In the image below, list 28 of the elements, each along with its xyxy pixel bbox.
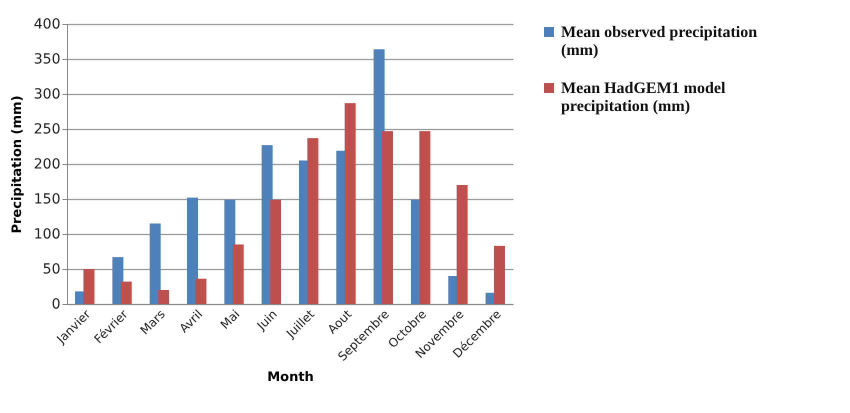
x-axis-title: Month xyxy=(267,370,314,385)
bar xyxy=(158,290,170,304)
bar xyxy=(232,244,244,304)
bar xyxy=(494,246,505,304)
legend-label: Mean HadGEM1 model precipitation (mm) xyxy=(561,80,726,115)
bar xyxy=(195,278,206,304)
bar xyxy=(150,224,161,304)
bar xyxy=(419,131,430,304)
bar xyxy=(307,138,318,304)
y-tick-label: 100 xyxy=(34,226,60,242)
y-tick-label: 350 xyxy=(34,52,60,68)
bar xyxy=(382,131,394,304)
y-tick-label: 200 xyxy=(34,156,60,172)
y-tick-label: 50 xyxy=(42,262,60,278)
y-axis-title: Precipitation (mm) xyxy=(10,95,25,234)
y-tick-label: 300 xyxy=(34,86,60,102)
bar xyxy=(186,198,198,304)
bar xyxy=(270,200,282,304)
y-tick-label: 0 xyxy=(52,296,60,312)
legend-label: Mean observed precipitation (mm) xyxy=(561,24,758,59)
y-tick-label: 400 xyxy=(34,16,60,32)
x-tick-label: Mai xyxy=(218,307,242,332)
bar xyxy=(83,269,94,304)
bar xyxy=(344,103,356,304)
bar xyxy=(456,185,468,304)
bar xyxy=(120,282,132,304)
y-tick-label: 250 xyxy=(34,122,60,138)
y-tick-label: 150 xyxy=(34,192,60,208)
